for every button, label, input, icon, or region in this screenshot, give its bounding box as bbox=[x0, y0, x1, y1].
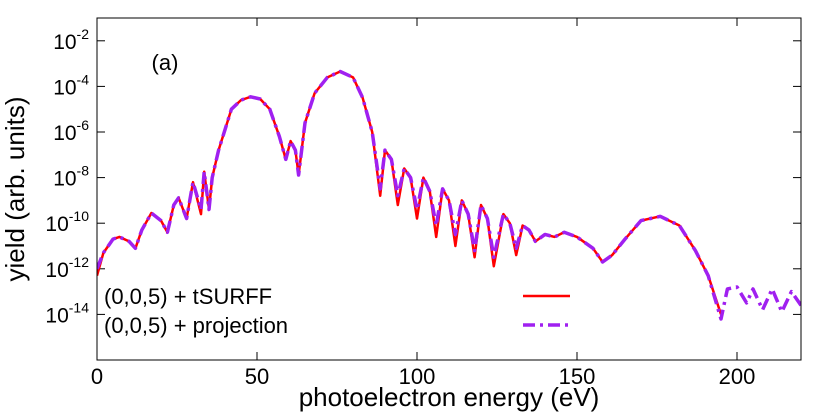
legend-label: (0,0,5) + projection bbox=[104, 313, 288, 338]
x-tick-label: 50 bbox=[245, 364, 269, 389]
x-tick-label: 150 bbox=[559, 364, 596, 389]
annotation: (a) bbox=[152, 50, 179, 75]
y-tick-label: 10-2 bbox=[53, 26, 89, 54]
x-tick-label: 0 bbox=[91, 364, 103, 389]
series-line bbox=[97, 69, 801, 321]
legend-label: (0,0,5) + tSURFF bbox=[104, 284, 272, 309]
y-tick-label: 10-10 bbox=[45, 208, 89, 236]
y-tick-label: 10-12 bbox=[45, 254, 89, 282]
y-tick-label: 10-14 bbox=[45, 299, 89, 327]
y-tick-label: 10-4 bbox=[53, 71, 89, 99]
y-axis-label: yield (arb. units) bbox=[0, 97, 30, 282]
x-tick-label: 100 bbox=[399, 364, 436, 389]
x-tick-label: 200 bbox=[719, 364, 756, 389]
y-tick-label: 10-6 bbox=[53, 117, 89, 145]
x-axis-label: photoelectron energy (eV) bbox=[299, 382, 600, 412]
y-tick-label: 10-8 bbox=[53, 163, 89, 191]
plot-frame bbox=[96, 17, 802, 361]
